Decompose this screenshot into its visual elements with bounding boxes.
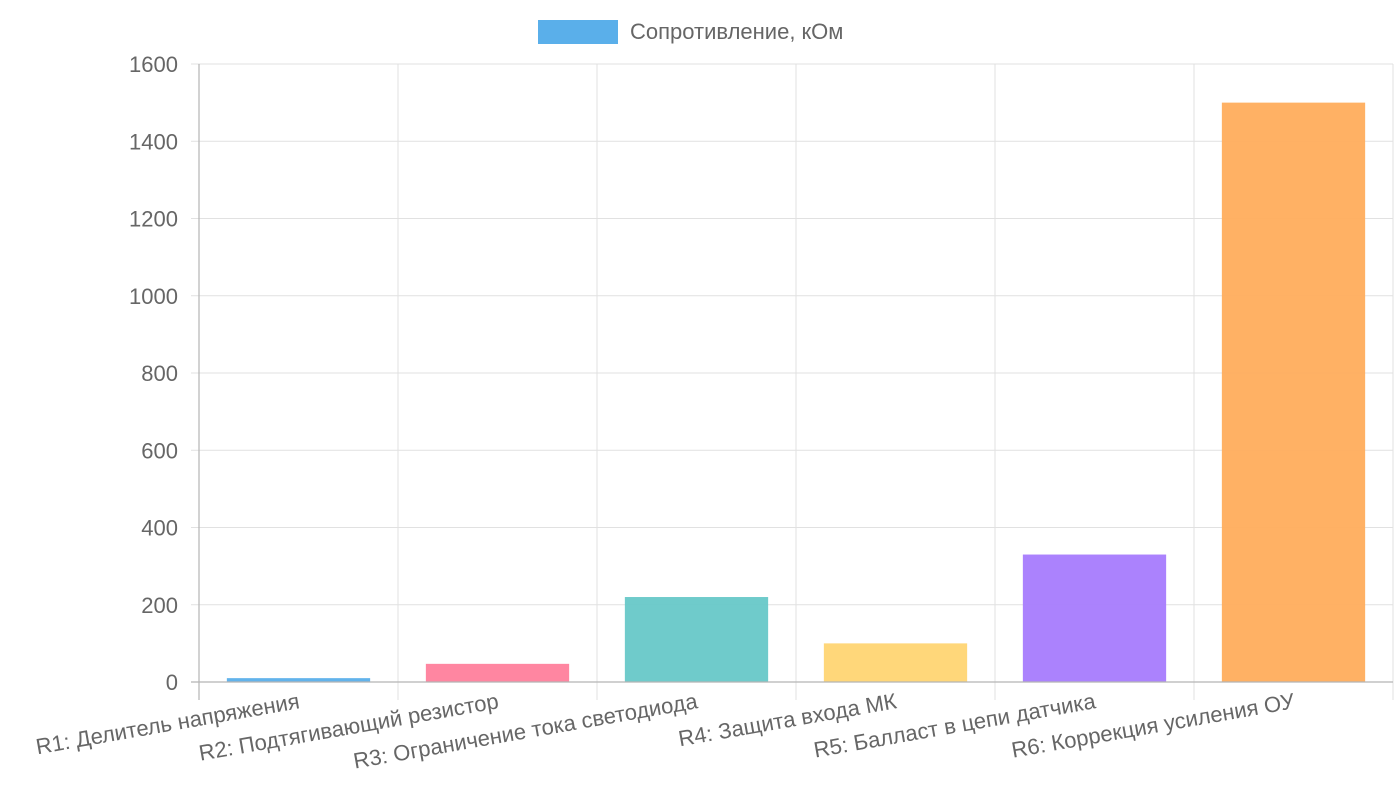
y-axis-ticks: 0 200 400 600 800 1000 1200 1400 1600 (129, 52, 178, 695)
x-tick-label: R3: Ограничение тока светодиода (351, 688, 700, 773)
y-tick-label: 1400 (129, 129, 178, 154)
legend-label: Сопротивление, кОм (630, 19, 843, 44)
bar-6[interactable] (1221, 102, 1366, 682)
legend[interactable]: Сопротивление, кОм (538, 19, 843, 44)
bar-5[interactable] (1022, 554, 1167, 682)
bar-2[interactable] (425, 663, 570, 682)
y-tick-label: 200 (141, 593, 178, 618)
axes (191, 64, 1393, 700)
y-tick-label: 400 (141, 516, 178, 541)
y-tick-label: 1200 (129, 207, 178, 232)
y-tick-label: 1000 (129, 284, 178, 309)
grid (191, 63, 1394, 700)
legend-swatch (538, 20, 618, 44)
bar-4[interactable] (823, 643, 968, 682)
y-tick-label: 1600 (129, 52, 178, 77)
y-tick-label: 600 (141, 438, 178, 463)
bars (226, 102, 1366, 682)
bar-3[interactable] (624, 597, 769, 682)
y-tick-label: 0 (166, 670, 178, 695)
y-tick-label: 800 (141, 361, 178, 386)
bar-1[interactable] (226, 678, 371, 682)
